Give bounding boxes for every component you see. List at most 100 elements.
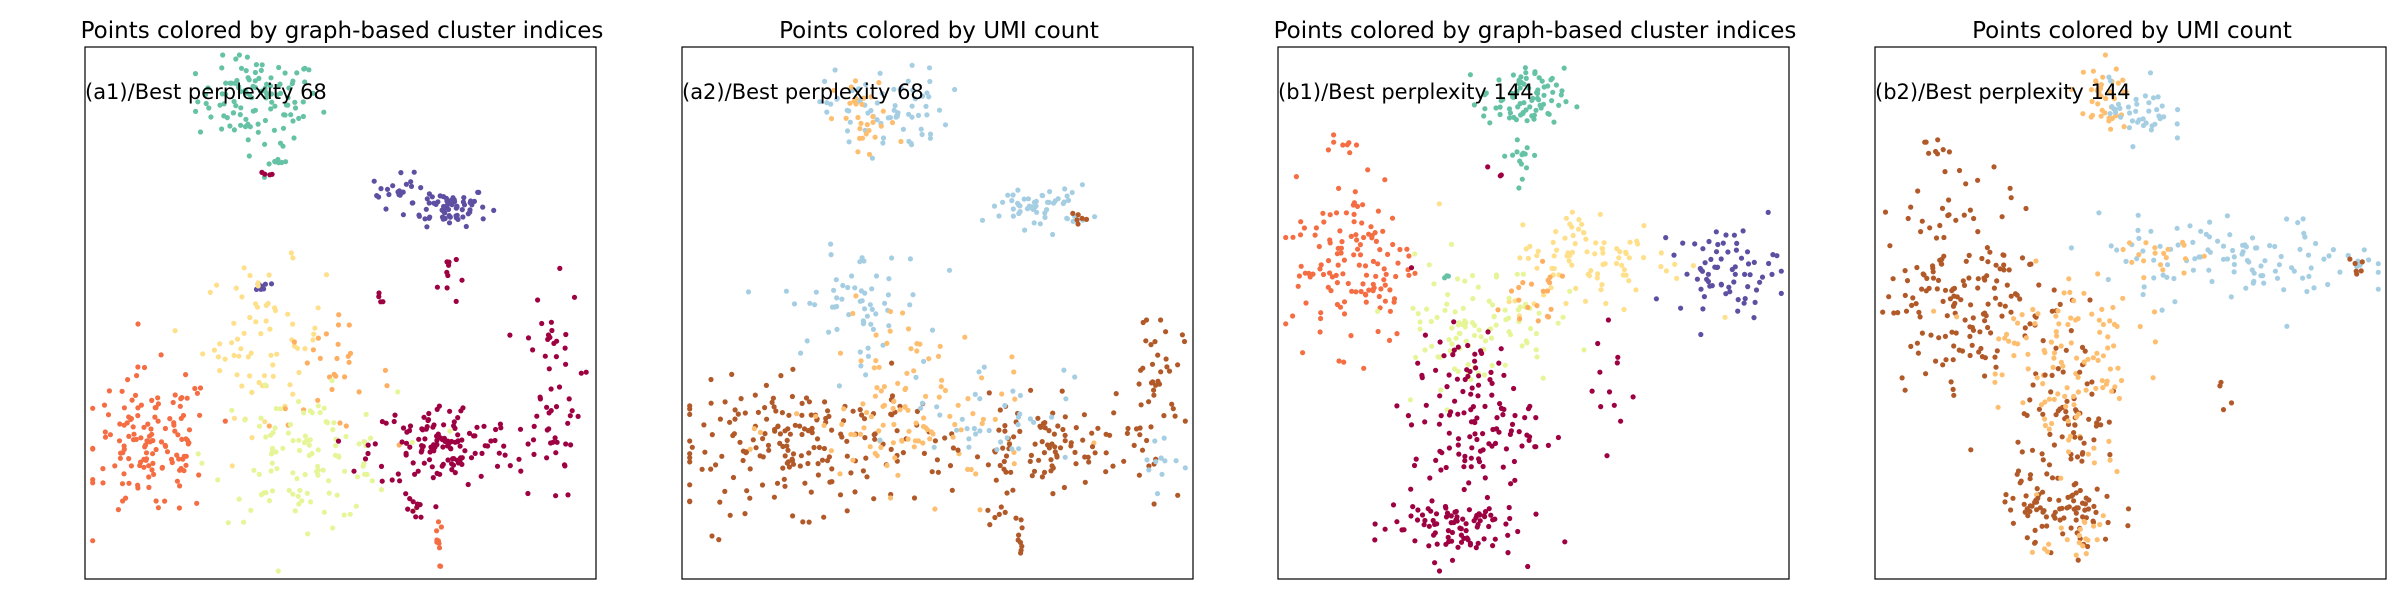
scatter-point <box>2267 243 2273 249</box>
scatter-point <box>1351 200 1357 206</box>
scatter-point <box>871 496 877 502</box>
scatter-point <box>2076 540 2082 546</box>
scatter-point <box>231 352 237 358</box>
scatter-point <box>1462 458 1468 464</box>
scatter-point <box>2105 519 2111 526</box>
scatter-point <box>1082 479 1088 485</box>
scatter-point <box>1674 275 1680 281</box>
scatter-point <box>1690 263 1696 269</box>
scatter-point <box>90 446 96 452</box>
scatter-point <box>2046 426 2052 432</box>
scatter-point <box>410 499 416 505</box>
scatter-point <box>268 468 274 474</box>
scatter-point <box>2071 430 2077 436</box>
scatter-point <box>1016 532 1022 538</box>
scatter-point <box>1475 382 1482 388</box>
scatter-point <box>2053 313 2059 319</box>
scatter-point <box>1148 342 1154 348</box>
scatter-point <box>159 465 165 471</box>
scatter-point <box>1438 387 1444 393</box>
scatter-point <box>400 212 406 218</box>
scatter-point <box>1614 246 1620 252</box>
scatter-point <box>1406 272 1412 278</box>
scatter-point <box>1518 161 1524 167</box>
scatter-point <box>949 487 955 493</box>
scatter-point <box>1061 367 1067 373</box>
scatter-point <box>1731 232 1737 238</box>
scatter-point <box>326 490 332 496</box>
scatter-point <box>2086 416 2092 422</box>
scatter-point <box>2060 363 2066 369</box>
scatter-point <box>1179 332 1185 338</box>
scatter-point <box>2042 372 2048 378</box>
scatter-point <box>2114 468 2120 475</box>
scatter-point <box>556 384 563 390</box>
scatter-point <box>2100 74 2106 80</box>
scatter-point <box>1946 197 1952 203</box>
scatter-point <box>885 115 891 121</box>
scatter-point <box>2050 364 2056 370</box>
scatter-point <box>1086 459 1092 465</box>
scatter-point <box>1413 354 1419 360</box>
scatter-point <box>1063 396 1069 402</box>
scatter-point <box>1545 110 1551 117</box>
scatter-point <box>908 142 915 148</box>
scatter-point <box>766 447 772 453</box>
scatter-point <box>1482 509 1489 515</box>
scatter-point <box>2133 108 2139 114</box>
scatter-point <box>261 286 267 292</box>
scatter-point <box>2039 523 2045 529</box>
scatter-point <box>737 439 743 445</box>
scatter-point <box>1408 486 1414 492</box>
scatter-point <box>1569 262 1575 268</box>
scatter-point <box>1111 410 1117 416</box>
scatter-point <box>1684 271 1690 277</box>
scatter-point <box>263 434 269 440</box>
scatter-point <box>460 214 466 220</box>
scatter-point <box>1507 515 1513 522</box>
scatter-point <box>2091 460 2097 466</box>
scatter-point <box>1952 300 1958 306</box>
scatter-point <box>891 107 897 113</box>
scatter-point <box>2120 295 2126 301</box>
scatter-point <box>1413 456 1419 462</box>
scatter-point <box>2108 243 2114 249</box>
scatter-point <box>1533 511 1539 517</box>
scatter-point <box>1947 296 1953 302</box>
scatter-point <box>567 413 573 419</box>
scatter-point <box>321 109 327 115</box>
scatter-point <box>2017 296 2023 302</box>
scatter-point <box>266 423 272 429</box>
scatter-point <box>1064 193 1070 199</box>
scatter-point <box>403 452 409 458</box>
scatter-point <box>2140 248 2146 254</box>
scatter-point <box>439 463 445 469</box>
scatter-point <box>786 464 793 470</box>
scatter-point <box>1032 441 1038 447</box>
scatter-point <box>1347 150 1353 156</box>
scatter-point <box>1621 306 1627 313</box>
scatter-point <box>2125 104 2131 110</box>
scatter-point <box>979 375 985 381</box>
scatter-point <box>930 431 936 437</box>
scatter-point <box>2038 402 2045 408</box>
panel-a2-title: Points colored by UMI count <box>779 18 1099 44</box>
scatter-point <box>905 436 911 442</box>
scatter-point <box>687 438 693 444</box>
scatter-point <box>290 391 296 397</box>
scatter-point <box>231 320 237 326</box>
scatter-point <box>1456 330 1462 336</box>
scatter-point <box>2175 107 2181 113</box>
scatter-point <box>266 272 272 278</box>
scatter-point <box>1455 344 1461 350</box>
scatter-point <box>1148 424 1154 430</box>
scatter-point <box>862 435 868 441</box>
scatter-point <box>436 403 442 409</box>
scatter-point <box>330 525 336 531</box>
scatter-point <box>550 439 556 445</box>
scatter-point <box>762 431 768 437</box>
scatter-point <box>889 120 896 126</box>
scatter-point <box>1506 504 1512 511</box>
scatter-point <box>416 436 422 442</box>
scatter-point <box>1313 225 1319 231</box>
